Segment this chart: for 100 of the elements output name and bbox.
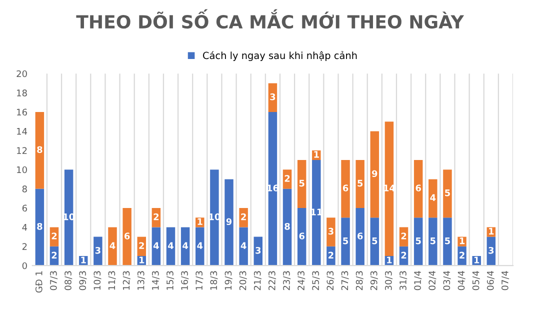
data-label: 5	[416, 238, 421, 244]
bar	[341, 160, 350, 218]
data-label: 1	[387, 256, 392, 264]
x-tick-label: 15/3	[166, 271, 174, 290]
data-label: 5	[445, 190, 450, 196]
data-label: 5	[430, 238, 436, 244]
x-tick-label: GĐ 1	[35, 271, 42, 293]
data-label: 4	[110, 242, 116, 249]
data-label: 1	[81, 256, 86, 264]
x-tick-label: 26/3	[326, 271, 334, 290]
data-label: 2	[460, 252, 464, 258]
y-tick-label: 20	[16, 70, 27, 78]
data-label: 5	[445, 238, 450, 244]
bar	[166, 227, 176, 266]
x-tick-label: 31/3	[400, 271, 408, 290]
bar	[370, 218, 380, 266]
data-label: 3	[488, 246, 494, 254]
x-tick-label: 12/3	[122, 271, 130, 290]
chart-title: THEO DÕI SỐ CA MẮC MỚI THEO NGÀY	[76, 9, 464, 29]
data-label: 4	[240, 242, 246, 249]
data-label: 5	[372, 238, 378, 244]
x-tick-label: 22/3	[268, 271, 276, 290]
bar	[239, 227, 248, 266]
bar	[312, 160, 321, 266]
data-label: 6	[342, 184, 348, 192]
bar	[224, 179, 234, 266]
data-label: 1	[198, 218, 202, 225]
y-tick-label: 4	[22, 224, 28, 231]
x-tick-label: 19/3	[224, 271, 232, 290]
bar	[152, 227, 161, 266]
data-label: 5	[358, 180, 363, 187]
data-label: 1	[460, 238, 465, 244]
data-label: 2	[241, 213, 246, 220]
x-tick-label: 10/3	[94, 271, 102, 290]
y-tick-label: 10	[17, 166, 27, 174]
bar	[341, 218, 350, 266]
bar	[326, 218, 336, 246]
data-label: 2	[52, 252, 57, 258]
bar	[108, 227, 117, 266]
x-tick-label: 28/3	[356, 271, 364, 290]
bar	[180, 227, 190, 266]
data-label: 2	[284, 174, 290, 182]
data-label: 2	[401, 232, 406, 240]
bar	[297, 160, 306, 208]
data-label: 4	[430, 194, 436, 201]
data-label: 1	[489, 228, 494, 234]
data-label: 3	[328, 228, 334, 235]
bar	[443, 170, 452, 218]
bar	[428, 179, 438, 218]
x-tick-label: 24/3	[298, 271, 306, 290]
y-tick-label: 6	[22, 204, 27, 212]
x-tick-label: 21/3	[254, 271, 262, 290]
data-label: 9	[226, 218, 232, 226]
bar	[64, 170, 74, 266]
data-label: 1	[474, 256, 480, 264]
x-tick-label: 08/3	[64, 271, 72, 290]
data-label: 6	[124, 232, 130, 240]
data-label: 2	[154, 213, 159, 220]
bar	[384, 122, 394, 256]
bar	[35, 112, 44, 189]
data-label: 4	[168, 242, 174, 249]
data-label: 4	[182, 242, 188, 249]
data-label: 9	[372, 170, 378, 178]
x-tick-label: 02/4	[428, 270, 436, 290]
y-tick-label: 18	[17, 90, 27, 96]
data-label: 8	[37, 146, 42, 154]
data-label: 5	[299, 180, 304, 187]
y-tick-label: 14	[17, 128, 28, 135]
x-tick-label: 25/3	[312, 271, 320, 290]
x-tick-label: 09/3	[79, 271, 87, 290]
bar	[210, 170, 219, 266]
data-label: 4	[197, 242, 203, 249]
bar	[268, 112, 278, 266]
data-label: 2	[401, 252, 406, 258]
data-label: 2	[328, 252, 334, 258]
bar	[356, 208, 364, 266]
x-tick-label: 11/3	[108, 271, 116, 290]
data-label: 2	[52, 232, 57, 240]
data-label: 3	[256, 246, 261, 254]
x-tick-label: 14/3	[152, 271, 160, 290]
bar	[268, 83, 278, 112]
x-tick-label: 27/3	[341, 271, 349, 290]
data-label: 6	[416, 184, 421, 192]
x-tick-label: 18/3	[210, 271, 218, 290]
y-tick-label: 0	[22, 262, 27, 270]
bar	[239, 208, 248, 228]
data-label: 1	[140, 256, 144, 264]
x-tick-label: 06/4	[486, 270, 494, 290]
x-tick-label: 23/3	[283, 271, 291, 290]
bar	[428, 218, 438, 266]
bar	[282, 188, 292, 266]
data-label: 8	[284, 222, 290, 230]
bar	[196, 227, 204, 266]
bar	[35, 188, 44, 266]
data-label: 2	[139, 242, 144, 249]
x-tick-label: 17/3	[196, 271, 204, 290]
bar	[414, 218, 423, 266]
y-tick-label: 8	[22, 186, 27, 192]
x-tick-label: 30/3	[385, 271, 393, 290]
x-tick-label: 13/3	[137, 271, 145, 290]
